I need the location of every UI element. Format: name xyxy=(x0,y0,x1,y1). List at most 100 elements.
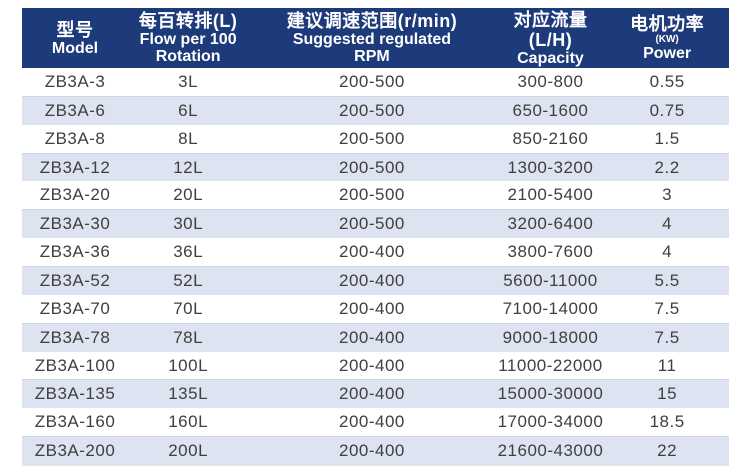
table-cell: 3L xyxy=(178,71,199,91)
column-header-rpm-en2: RPM xyxy=(354,48,390,65)
table-cell: 78L xyxy=(173,327,204,347)
table-cell: 8L xyxy=(178,128,199,148)
table-cell: 9000-18000 xyxy=(502,327,599,347)
table-cell: 0.75 xyxy=(649,100,685,120)
column-header-flow-en1: Flow per 100 xyxy=(139,31,237,48)
table-cell: 650-1600 xyxy=(512,100,589,120)
table-cell: ZB3A-70 xyxy=(39,298,111,318)
table-cell: 1300-3200 xyxy=(507,157,594,177)
table-cell: 200-400 xyxy=(339,441,405,461)
table-cell: 3 xyxy=(662,185,673,205)
column-header-capacity: 对应流量(L/H) Capacity xyxy=(496,8,606,68)
table-cell: ZB3A-200 xyxy=(34,441,116,461)
table-cell: 200-500 xyxy=(339,128,405,148)
table-row: ZB3A-78 78L 200-400 9000-18000 7.5 xyxy=(22,322,729,352)
column-header-model-zh: 型号 xyxy=(56,19,94,40)
table-cell: 7100-14000 xyxy=(502,298,599,318)
table-row: ZB3A-52 52L 200-400 5600-11000 5.5 xyxy=(22,266,729,295)
table-cell: 7.5 xyxy=(654,327,680,347)
table-cell: 52L xyxy=(173,270,204,290)
table-cell: ZB3A-6 xyxy=(44,100,106,120)
table-row: ZB3A-70 70L 200-400 7100-14000 7.5 xyxy=(22,294,729,323)
table-header-row: 型号 Model 每百转排(L) Flow per 100 Rotation 建… xyxy=(22,8,729,68)
column-header-power: 电机功率 (KW) Power xyxy=(605,8,729,68)
table-cell: 200-500 xyxy=(339,185,405,205)
table-cell: 200-500 xyxy=(339,157,405,177)
column-header-flow: 每百转排(L) Flow per 100 Rotation xyxy=(128,8,248,68)
table-cell: 200-400 xyxy=(339,298,405,318)
table-cell: ZB3A-36 xyxy=(39,242,111,262)
table-cell: ZB3A-100 xyxy=(34,355,116,375)
table-cell: 6L xyxy=(178,100,199,120)
table-body: ZB3A-3 3L 200-500 300-800 0.55 ZB3A-6 6L 200-50… xyxy=(22,68,729,466)
table-cell: 200-500 xyxy=(339,100,405,120)
table-cell: 4 xyxy=(662,242,673,262)
table-row: ZB3A-3 3L 200-500 300-800 0.55 xyxy=(22,68,729,96)
table-cell: 11 xyxy=(657,355,677,375)
column-header-capacity-zh: 对应流量(L/H) xyxy=(513,9,588,50)
table-cell: 15000-30000 xyxy=(497,384,604,404)
column-header-rpm-zh: 建议调速范围(r/min) xyxy=(286,11,458,31)
table-row: ZB3A-8 8L 200-500 850-2160 1.5 xyxy=(22,124,729,153)
pump-spec-table: 型号 Model 每百转排(L) Flow per 100 Rotation 建… xyxy=(22,8,729,466)
table-cell: 5600-11000 xyxy=(503,270,598,290)
table-cell: 135L xyxy=(168,384,209,404)
table-row: ZB3A-100 100L 200-400 11000-22000 11 xyxy=(22,351,729,380)
column-header-flow-en2: Rotation xyxy=(155,48,221,65)
table-cell: ZB3A-8 xyxy=(44,128,106,148)
table-cell: ZB3A-78 xyxy=(39,327,111,347)
table-cell: 1.5 xyxy=(654,128,680,148)
table-cell: 200-400 xyxy=(339,384,405,404)
table-cell: 200-400 xyxy=(339,327,405,347)
table-cell: 200-500 xyxy=(339,71,405,91)
table-row: ZB3A-36 36L 200-400 3800-7600 4 xyxy=(22,238,729,267)
table-cell: ZB3A-52 xyxy=(39,270,111,290)
table-cell: 17000-34000 xyxy=(497,412,604,432)
table-cell: 36L xyxy=(173,242,204,262)
table-cell: 7.5 xyxy=(654,298,680,318)
table-cell: 15 xyxy=(657,384,678,404)
table-cell: 70L xyxy=(173,298,204,318)
table-cell: ZB3A-12 xyxy=(39,157,111,177)
table-row: ZB3A-160 160L 200-400 17000-34000 18.5 xyxy=(22,408,729,437)
table-cell: 22 xyxy=(657,441,678,461)
column-header-model: 型号 Model xyxy=(22,8,128,68)
table-cell: 200-400 xyxy=(339,412,405,432)
column-header-model-en: Model xyxy=(51,39,99,57)
column-header-rpm-en1: Suggested regulated xyxy=(292,31,452,48)
table-cell: ZB3A-160 xyxy=(34,412,116,432)
table-cell: ZB3A-135 xyxy=(34,384,116,404)
table-cell: 3200-6400 xyxy=(507,214,594,234)
column-header-power-kw: (KW) xyxy=(655,34,679,45)
table-cell: ZB3A-3 xyxy=(44,71,106,91)
table-cell: 850-2160 xyxy=(512,128,589,148)
column-header-capacity-en: Capacity xyxy=(517,49,584,67)
table-row: ZB3A-30 30L 200-500 3200-6400 4 xyxy=(22,209,729,239)
table-row: ZB3A-200 200L 200-400 21600-43000 22 xyxy=(22,436,729,466)
table-cell: 18.5 xyxy=(649,412,685,432)
table-cell: 2100-5400 xyxy=(507,185,594,205)
table-cell: 160L xyxy=(168,412,209,432)
table-cell: 11000-22000 xyxy=(498,355,603,375)
column-header-power-zh: 电机功率 xyxy=(630,14,705,34)
table-cell: 2.2 xyxy=(654,157,680,177)
table-row: ZB3A-20 20L 200-500 2100-5400 3 xyxy=(22,181,729,210)
table-cell: 200-400 xyxy=(339,242,405,262)
table-row: ZB3A-12 12L 200-500 1300-3200 2.2 xyxy=(22,152,729,182)
table-cell: 200L xyxy=(168,441,209,461)
table-cell: ZB3A-20 xyxy=(39,185,111,205)
table-cell: 200-500 xyxy=(339,214,405,234)
column-header-power-en: Power xyxy=(643,45,692,62)
table-cell: 300-800 xyxy=(517,71,584,91)
table-cell: 200-400 xyxy=(339,355,405,375)
table-cell: ZB3A-30 xyxy=(39,214,111,234)
table-cell: 100L xyxy=(168,355,209,375)
table-cell: 0.55 xyxy=(649,71,685,91)
table-cell: 200-400 xyxy=(339,270,405,290)
table-cell: 21600-43000 xyxy=(497,441,604,461)
column-header-flow-zh: 每百转排(L) xyxy=(138,11,238,31)
table-cell: 12L xyxy=(173,157,204,177)
table-cell: 3800-7600 xyxy=(507,242,594,262)
table-cell: 4 xyxy=(662,214,673,234)
table-row: ZB3A-135 135L 200-400 15000-30000 15 xyxy=(22,379,729,409)
